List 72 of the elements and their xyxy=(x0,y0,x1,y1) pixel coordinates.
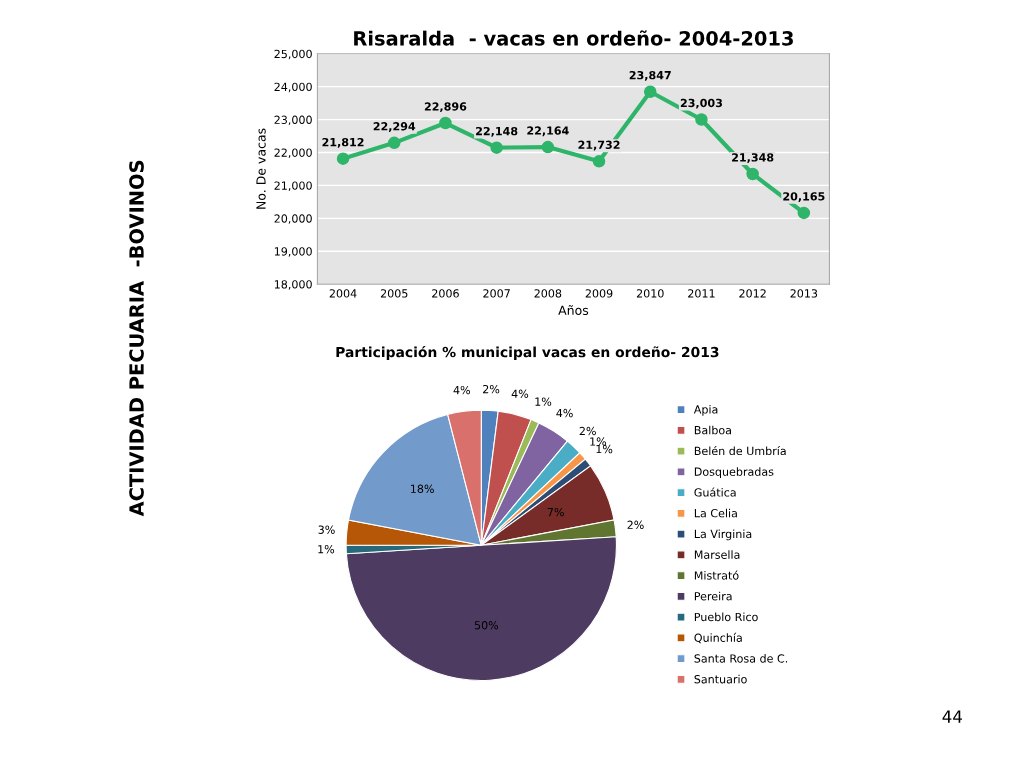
legend-label: Dosquebradas xyxy=(694,467,774,479)
point xyxy=(541,140,555,154)
point xyxy=(746,167,759,181)
data-label: 23,847 xyxy=(629,70,671,81)
x-tick-label: 2011 xyxy=(688,289,715,298)
x-tick-label: 2012 xyxy=(739,289,766,298)
data-label: 4% xyxy=(556,408,573,418)
point xyxy=(592,155,606,168)
data-label: 23,003 xyxy=(680,98,722,109)
legend-label: Quinchía xyxy=(694,632,742,644)
text: 44 xyxy=(942,710,962,723)
chart-title: Participación % municipal vacas en ordeño- 2013 xyxy=(336,346,719,361)
legend-label: Balboa xyxy=(694,425,731,435)
point xyxy=(336,152,350,165)
y-tick-label: 24,000 xyxy=(274,82,312,93)
point xyxy=(387,136,401,150)
x-tick-label: 2009 xyxy=(585,289,613,298)
data-label: 1% xyxy=(590,437,607,446)
legend-label: Apia xyxy=(693,405,718,416)
data-label: 18% xyxy=(411,484,434,493)
data-label: 2% xyxy=(483,384,500,394)
data-label: 2% xyxy=(627,520,644,530)
x-axis-title: Años xyxy=(558,305,589,316)
point xyxy=(490,141,503,154)
data-label: 20,165 xyxy=(783,192,825,202)
data-label: 22,148 xyxy=(476,126,518,137)
x-tick-label: 2007 xyxy=(483,289,510,298)
y-tick-label: 20,000 xyxy=(274,214,312,224)
legend-label: Mistrató xyxy=(694,570,739,580)
legend-label: Guática xyxy=(694,487,736,497)
y-tick-label: 23,000 xyxy=(274,115,312,126)
y-tick-label: 22,000 xyxy=(274,148,312,159)
y-tick-label: 18,000 xyxy=(274,280,312,290)
text: ACTIVIDAD PECUARIA -BOVINOS xyxy=(129,160,144,517)
x-tick-label: 2006 xyxy=(432,289,459,298)
legend-label: Marsella xyxy=(694,550,740,559)
data-label: 3% xyxy=(318,525,335,534)
y-tick-label: 19,000 xyxy=(274,247,312,257)
legend-label: Pereira xyxy=(694,591,732,601)
y-tick-label: 25,000 xyxy=(274,49,312,60)
data-label: 22,896 xyxy=(424,102,467,113)
data-label: 22,294 xyxy=(373,122,416,132)
point xyxy=(643,85,657,98)
point xyxy=(797,206,811,220)
data-label: 22,164 xyxy=(527,126,569,137)
data-label: 2% xyxy=(579,426,596,436)
data-label: 1% xyxy=(596,444,613,454)
data-label: 4% xyxy=(511,389,529,398)
data-label: 1% xyxy=(535,397,552,406)
point xyxy=(439,116,452,130)
legend-label: La Virginia xyxy=(694,529,752,541)
chart-title: Risaralda - vacas en ordeño- 2004-2013 xyxy=(354,30,793,46)
x-tick-label: 2005 xyxy=(380,289,408,298)
data-label: 1% xyxy=(318,544,335,554)
data-label: 7% xyxy=(547,507,564,517)
data-label: 21,732 xyxy=(578,140,620,151)
data-label: 21,812 xyxy=(322,137,364,148)
data-label: 4% xyxy=(453,385,470,395)
legend-label: Santuario xyxy=(694,674,747,684)
legend-label: Pueblo Rico xyxy=(694,612,758,622)
x-tick-label: 2013 xyxy=(790,289,818,298)
y-tick-label: 21,000 xyxy=(274,181,312,191)
y-axis-title: No. De vacas xyxy=(256,128,266,209)
point xyxy=(695,113,708,126)
legend-label: Santa Rosa de C. xyxy=(694,654,788,663)
data-label: 50% xyxy=(474,621,499,630)
x-tick-label: 2008 xyxy=(534,289,562,298)
x-tick-label: 2004 xyxy=(329,289,357,298)
data-label: 21,348 xyxy=(732,153,774,164)
legend-label: Belén de Umbría xyxy=(694,446,786,456)
legend-label: La Celia xyxy=(694,508,737,518)
x-tick-label: 2010 xyxy=(636,289,664,298)
